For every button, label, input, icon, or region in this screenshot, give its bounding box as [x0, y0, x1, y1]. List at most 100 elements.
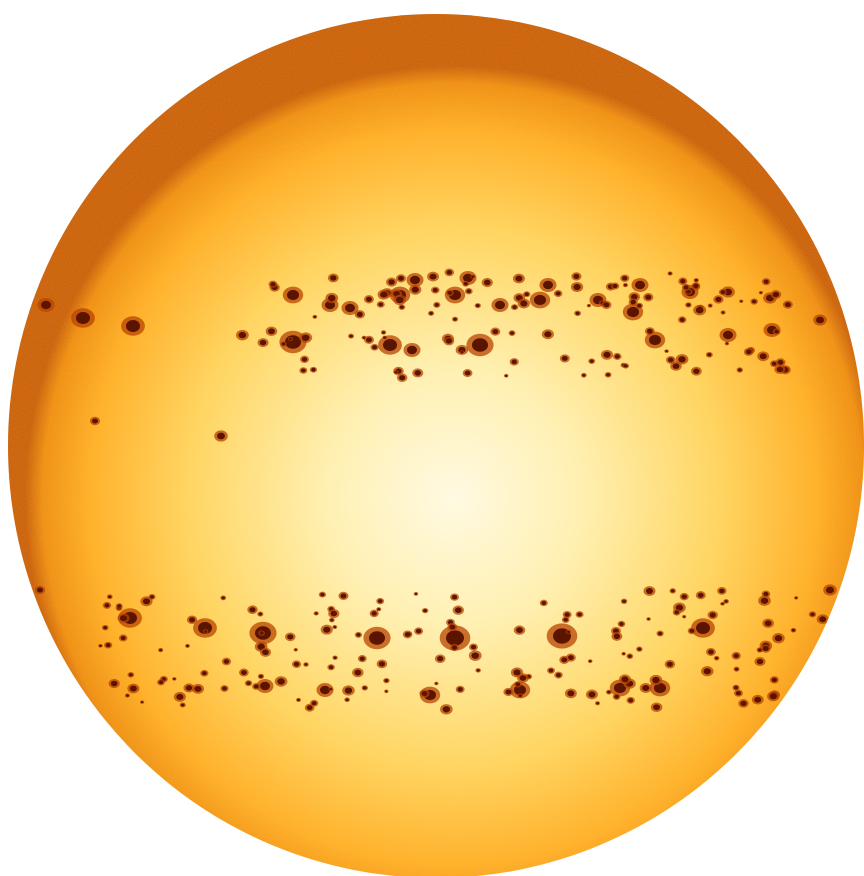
- sunspot-small: [653, 704, 660, 711]
- sunspot-small: [463, 282, 468, 286]
- sunspot-small: [453, 317, 457, 321]
- sunspot-small: [241, 670, 247, 675]
- sunspot-large: [696, 622, 710, 634]
- sunspot-small: [809, 700, 817, 707]
- sunspot-small: [301, 334, 310, 341]
- sunspot-small: [588, 691, 596, 698]
- sunspot-small: [777, 359, 784, 365]
- sunspot-small: [774, 635, 783, 642]
- sunspot-small: [764, 620, 772, 627]
- sunspot-small: [447, 290, 453, 295]
- sunspot-small: [356, 311, 363, 317]
- sunspot-small: [384, 679, 389, 683]
- sunspot-small: [399, 375, 406, 381]
- sunspot-small: [623, 364, 628, 368]
- sunspot-small: [457, 687, 463, 692]
- sunspot-small: [637, 647, 642, 651]
- sunspot-small: [464, 370, 471, 376]
- sunspot-large: [410, 275, 420, 285]
- sunspot-small: [110, 680, 118, 687]
- sunspot-small: [630, 299, 636, 305]
- sunspot-large: [320, 685, 330, 695]
- sunspot-small: [414, 592, 418, 595]
- sunspot-small: [344, 687, 353, 694]
- sunspot-small: [683, 285, 689, 290]
- sunspot-small: [606, 373, 611, 377]
- sunspot-small: [304, 663, 308, 666]
- sunspot-large: [723, 330, 733, 340]
- sunspot-large: [37, 587, 43, 593]
- sunspot-small: [680, 278, 686, 284]
- sunspot-small: [794, 596, 798, 599]
- sunspot-small: [693, 283, 699, 288]
- sunspot-small: [652, 676, 660, 684]
- sunspot-small: [223, 659, 230, 664]
- sunspot-small: [180, 703, 185, 707]
- sunspot-small: [268, 328, 275, 335]
- sunspot-small: [451, 645, 458, 650]
- sunspot-small: [567, 655, 574, 661]
- sunspot-small: [630, 294, 638, 300]
- sunspot-small: [185, 685, 193, 691]
- sunspot-small: [719, 588, 725, 594]
- sunspot-large: [627, 306, 639, 318]
- sunspot-small: [715, 296, 722, 303]
- sunspot-small: [686, 289, 691, 294]
- sunspot-small: [754, 696, 762, 703]
- sunspot-small: [429, 311, 433, 315]
- sunspot-small: [470, 644, 477, 650]
- sunspot-small: [399, 305, 404, 309]
- sunspot-small: [301, 368, 306, 373]
- sunspot-small: [564, 612, 570, 617]
- sunspot-small: [259, 339, 267, 346]
- sunspot-small: [328, 294, 336, 302]
- sunspot-small: [221, 596, 225, 600]
- sunspot-small: [588, 659, 592, 663]
- sunspot-small: [548, 668, 554, 673]
- sunspot-small: [566, 630, 570, 634]
- sunspot-large: [654, 682, 666, 694]
- sunspot-small: [756, 658, 764, 665]
- sunspot-large: [126, 320, 140, 332]
- sunspot-small: [359, 656, 365, 661]
- sunspot-small: [377, 607, 381, 611]
- sunspot-small: [320, 592, 325, 597]
- sunspot-small: [362, 686, 367, 690]
- sunspot-small: [388, 279, 395, 285]
- sunspot-small: [647, 617, 650, 621]
- sunspot-small: [771, 361, 777, 366]
- sunspot-small: [445, 338, 453, 344]
- sunspot-small: [567, 690, 575, 697]
- sunspot-small: [311, 367, 316, 372]
- sunspot-small: [740, 700, 747, 707]
- sunspot-small: [125, 694, 129, 697]
- sunspot-small: [759, 291, 763, 294]
- sunspot-small: [340, 593, 347, 599]
- sunspot-small: [511, 359, 517, 365]
- sunspot-small: [313, 315, 317, 319]
- sunspot-small: [377, 599, 383, 604]
- sunspot-small: [512, 305, 517, 309]
- sunspot-large: [383, 339, 397, 351]
- sunspot-small: [128, 673, 133, 677]
- sunspot-small: [628, 698, 634, 703]
- sunspot-small: [349, 334, 353, 338]
- sunspot-small: [301, 357, 308, 362]
- sunspot-small: [622, 275, 628, 281]
- sunspot-small: [708, 649, 714, 655]
- sunspot-small: [759, 353, 767, 360]
- sunspot-small: [678, 356, 686, 363]
- sunspot-small: [371, 611, 377, 616]
- sunspot-small: [515, 682, 521, 687]
- sunspot-small: [621, 676, 629, 683]
- sunspot-small: [411, 286, 419, 293]
- sunspot-small: [668, 272, 672, 275]
- sunspot-small: [505, 689, 512, 695]
- sunspot-small: [504, 374, 508, 377]
- sunspot-small: [158, 680, 164, 685]
- sunspot-small: [670, 589, 675, 593]
- sunspot-small: [437, 656, 444, 662]
- sunspot-small: [451, 594, 458, 600]
- sunspot-small: [697, 592, 704, 598]
